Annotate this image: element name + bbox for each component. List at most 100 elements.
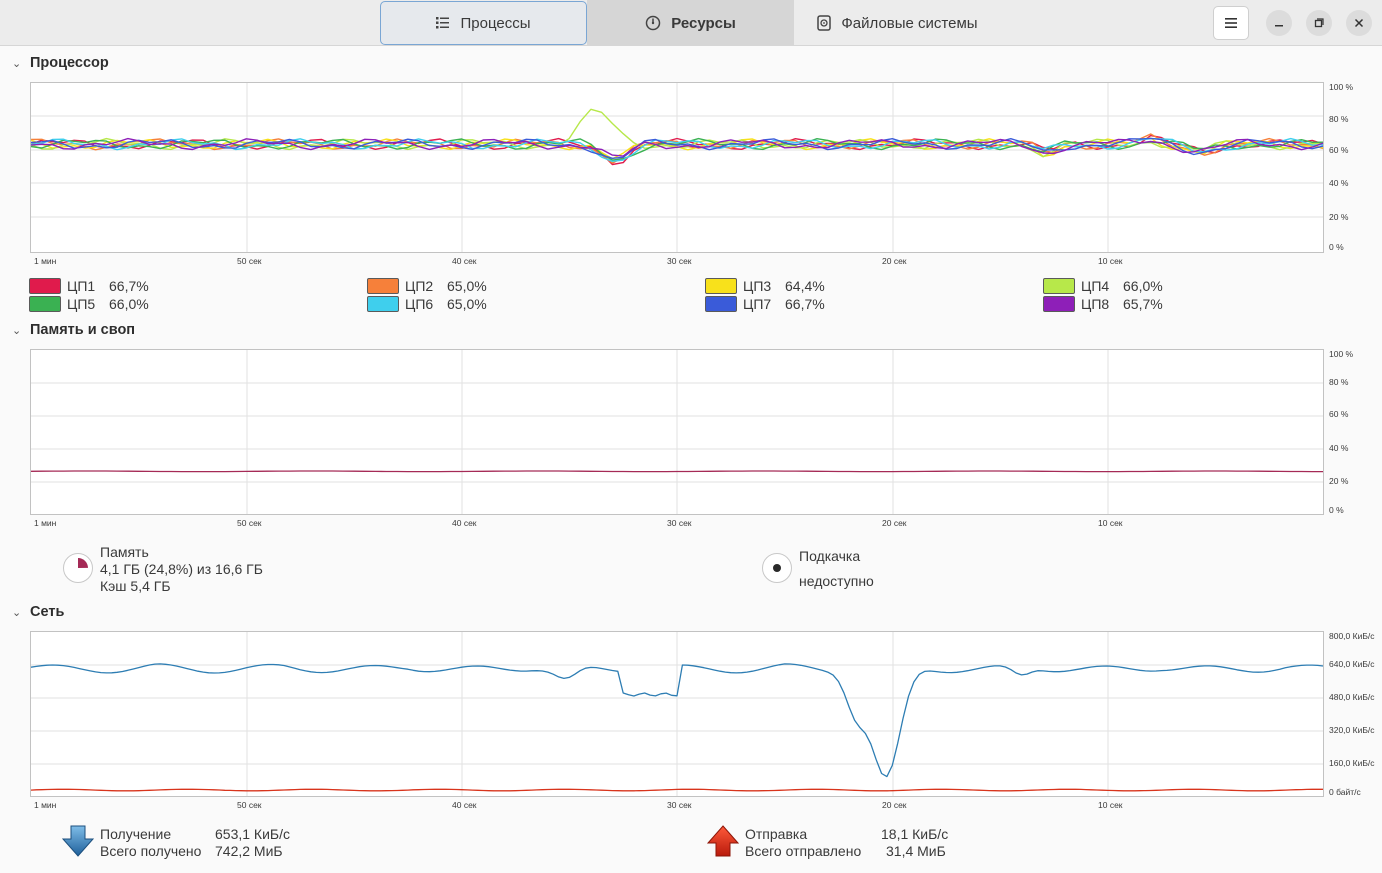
maximize-button[interactable] — [1306, 10, 1332, 36]
cpu-name: ЦП5 — [67, 295, 96, 312]
cpu-name: ЦП8 — [1081, 295, 1110, 312]
list-icon — [436, 17, 450, 29]
swap-status: недоступно — [799, 573, 874, 589]
series-line — [31, 788, 1323, 792]
cpu-value: 65,7% — [1123, 295, 1163, 312]
cpuGraph-svg — [31, 83, 1323, 252]
menu-button[interactable] — [1213, 6, 1249, 40]
memory-info: Память 4,1 ГБ (24,8%) из 16,6 ГБ Кэш 5,4… — [100, 544, 263, 595]
cpu-section-title: Процессор — [30, 55, 109, 71]
cpu-legend-item[interactable]: ЦП1 66,7% — [29, 277, 149, 294]
x-tick-label: 1 мин — [34, 800, 57, 810]
y-tick-label: 40 % — [1329, 178, 1349, 188]
cpu-value: 65,0% — [447, 295, 487, 312]
send-total: 31,4 МиБ — [886, 843, 946, 859]
cpu1-swatch[interactable] — [29, 277, 61, 294]
memory-cache: Кэш 5,4 ГБ — [100, 578, 171, 594]
cpu-value: 66,7% — [785, 295, 825, 312]
cpu5-swatch[interactable] — [29, 295, 61, 312]
memory-label: Память — [100, 544, 149, 560]
cpu7-swatch[interactable] — [705, 295, 737, 312]
memory-pie-button[interactable] — [63, 553, 93, 583]
cpu-name: ЦП7 — [743, 295, 772, 312]
minimize-icon — [1275, 25, 1283, 27]
memory-section-header[interactable]: ⌄ Память и своп — [12, 322, 135, 338]
cpu-legend-item[interactable]: ЦП5 66,0% — [29, 295, 149, 312]
tab-processes[interactable]: Процессы — [380, 1, 587, 45]
network-section-header[interactable]: ⌄ Сеть — [12, 604, 64, 620]
cpu8-swatch[interactable] — [1043, 295, 1075, 312]
tab-resources[interactable]: Ресурсы — [587, 0, 794, 46]
cpu-legend-item[interactable]: ЦП6 65,0% — [367, 295, 487, 312]
swap-button[interactable] — [762, 553, 792, 583]
cpu-graph — [30, 82, 1324, 253]
x-tick-label: 1 мин — [34, 256, 57, 266]
tab-filesystems[interactable]: Файловые системы — [794, 0, 1001, 46]
receive-label: Получение — [100, 826, 172, 842]
cpu6-swatch[interactable] — [367, 295, 399, 312]
cpu-name: ЦП3 — [743, 277, 772, 294]
minimize-button[interactable] — [1266, 10, 1292, 36]
y-tick-label: 20 % — [1329, 476, 1349, 486]
tab-resources-label: Ресурсы — [671, 14, 736, 32]
series-line — [31, 137, 1323, 163]
cpu-legend-item[interactable]: ЦП3 64,4% — [705, 277, 825, 294]
cpu2-swatch[interactable] — [367, 277, 399, 294]
hamburger-icon — [1225, 18, 1237, 28]
swap-dot-icon — [773, 564, 781, 572]
close-icon — [1354, 18, 1364, 28]
y-tick-label: 160,0 КиБ/с — [1329, 758, 1375, 768]
download-arrow-icon[interactable] — [62, 825, 94, 857]
x-tick-label: 30 сек — [667, 800, 692, 810]
send-info: Отправка 18,1 КиБ/с Всего отправлено 31,4 … — [745, 826, 948, 860]
receive-total-label: Всего получено — [100, 843, 202, 859]
x-tick-label: 10 сек — [1098, 518, 1123, 528]
cpu-name: ЦП1 — [67, 277, 96, 294]
gauge-icon — [645, 15, 661, 31]
x-tick-label: 20 сек — [882, 518, 907, 528]
cpu-legend-item[interactable]: ЦП8 65,7% — [1043, 295, 1163, 312]
memory-pie-icon — [78, 558, 88, 568]
series-line — [31, 663, 1323, 778]
cpu-legend-item[interactable]: ЦП7 66,7% — [705, 295, 825, 312]
series-line — [31, 137, 1323, 157]
cpu-value: 66,7% — [109, 277, 149, 294]
x-tick-label: 20 сек — [882, 256, 907, 266]
network-section-title: Сеть — [30, 604, 65, 620]
cpu3-swatch[interactable] — [705, 277, 737, 294]
chevron-down-icon: ⌄ — [12, 57, 22, 70]
receive-rate: 653,1 КиБ/с — [215, 826, 290, 842]
cpu-name: ЦП4 — [1081, 277, 1110, 294]
cpu4-swatch[interactable] — [1043, 277, 1075, 294]
memory-graph — [30, 349, 1324, 515]
x-tick-label: 50 сек — [237, 518, 262, 528]
x-tick-label: 20 сек — [882, 800, 907, 810]
cpu-value: 66,0% — [1123, 277, 1163, 294]
chevron-down-icon: ⌄ — [12, 606, 22, 619]
y-tick-label: 80 % — [1329, 377, 1349, 387]
netGraph-svg — [31, 632, 1323, 796]
receive-info: Получение 653,1 КиБ/с Всего получено 742,2… — [100, 826, 290, 860]
y-tick-label: 0 % — [1329, 505, 1344, 515]
close-button[interactable] — [1346, 10, 1372, 36]
disk-icon — [817, 15, 832, 31]
x-tick-label: 1 мин — [34, 518, 57, 528]
cpu-name: ЦП6 — [405, 295, 434, 312]
y-tick-label: 480,0 КиБ/с — [1329, 692, 1375, 702]
x-tick-label: 50 сек — [237, 256, 262, 266]
tab-processes-label: Процессы — [460, 14, 531, 32]
x-tick-label: 30 сек — [667, 518, 692, 528]
x-tick-label: 10 сек — [1098, 256, 1123, 266]
upload-arrow-icon[interactable] — [707, 825, 739, 857]
swap-label: Подкачка — [799, 548, 861, 564]
restore-icon — [1314, 18, 1324, 28]
series-line — [31, 134, 1323, 166]
cpu-section-header[interactable]: ⌄ Процессор — [12, 55, 109, 71]
y-tick-label: 320,0 КиБ/с — [1329, 725, 1375, 735]
send-rate: 18,1 КиБ/с — [881, 826, 949, 842]
cpu-legend-item[interactable]: ЦП2 65,0% — [367, 277, 487, 294]
y-tick-label: 60 % — [1329, 409, 1349, 419]
cpu-value: 66,0% — [109, 295, 149, 312]
y-tick-label: 100 % — [1329, 82, 1354, 92]
cpu-legend-item[interactable]: ЦП4 66,0% — [1043, 277, 1163, 294]
